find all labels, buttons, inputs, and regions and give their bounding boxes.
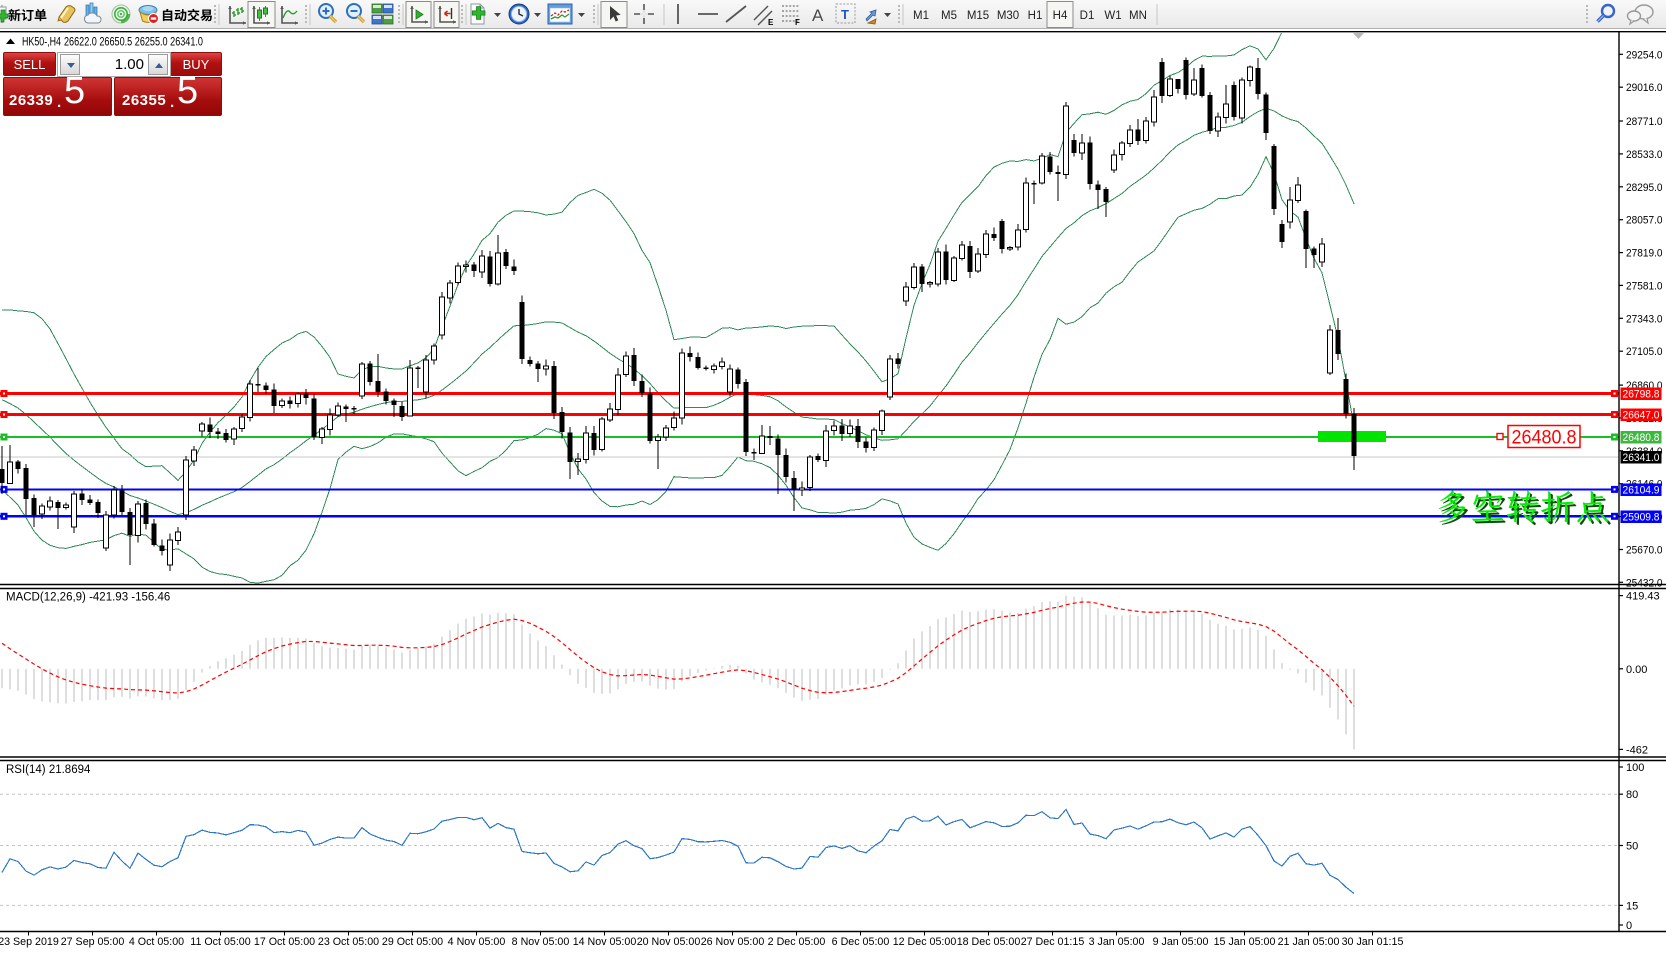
- svg-text:27 Dec 01:15: 27 Dec 01:15: [1021, 936, 1085, 948]
- svg-text:D1: D1: [1080, 10, 1095, 22]
- svg-text:4 Oct 05:00: 4 Oct 05:00: [129, 936, 184, 948]
- svg-text:17 Oct 05:00: 17 Oct 05:00: [254, 936, 315, 948]
- svg-text:25670.0: 25670.0: [1626, 545, 1663, 557]
- svg-text:80: 80: [1626, 789, 1638, 801]
- svg-text:21 Jan 05:00: 21 Jan 05:00: [1278, 936, 1340, 948]
- svg-text:15: 15: [1626, 900, 1638, 912]
- svg-text:M1: M1: [913, 10, 929, 22]
- svg-text:MN: MN: [1129, 10, 1147, 22]
- svg-text:26622.0 26650.5 26255.0 26341.: 26622.0 26650.5 26255.0 26341.0: [64, 37, 203, 49]
- svg-text:26480.8: 26480.8: [1512, 428, 1577, 449]
- svg-text:A: A: [812, 6, 824, 25]
- svg-text:E: E: [768, 18, 774, 27]
- svg-text:8 Nov 05:00: 8 Nov 05:00: [512, 936, 570, 948]
- svg-text:W1: W1: [1104, 10, 1121, 22]
- svg-text:M5: M5: [941, 10, 957, 22]
- svg-text:25432.0: 25432.0: [1626, 577, 1663, 589]
- svg-text:2 Dec 05:00: 2 Dec 05:00: [768, 936, 826, 948]
- svg-text:30 Jan 01:15: 30 Jan 01:15: [1342, 936, 1404, 948]
- svg-text:9 Jan 05:00: 9 Jan 05:00: [1153, 936, 1209, 948]
- svg-text:28057.0: 28057.0: [1626, 215, 1663, 227]
- svg-text:4 Nov 05:00: 4 Nov 05:00: [448, 936, 506, 948]
- svg-text:11 Oct 05:00: 11 Oct 05:00: [190, 936, 250, 948]
- svg-text:0: 0: [1626, 920, 1632, 932]
- svg-text:3 Jan 05:00: 3 Jan 05:00: [1089, 936, 1145, 948]
- svg-text:25909.8: 25909.8: [1623, 511, 1660, 523]
- svg-text:27 Sep 05:00: 27 Sep 05:00: [61, 936, 125, 948]
- svg-text:18 Dec 05:00: 18 Dec 05:00: [957, 936, 1021, 948]
- svg-text:50: 50: [1626, 841, 1638, 853]
- svg-text:27819.0: 27819.0: [1626, 248, 1663, 260]
- svg-text:20 Nov 05:00: 20 Nov 05:00: [637, 936, 701, 948]
- svg-text:15 Jan 05:00: 15 Jan 05:00: [1214, 936, 1276, 948]
- svg-text:27105.0: 27105.0: [1626, 346, 1663, 358]
- svg-text:26341.0: 26341.0: [1623, 452, 1660, 464]
- svg-text:100: 100: [1626, 762, 1644, 774]
- svg-text:28295.0: 28295.0: [1626, 182, 1663, 194]
- svg-text:26480.8: 26480.8: [1623, 432, 1660, 444]
- svg-text:23 Sep 2019: 23 Sep 2019: [0, 936, 59, 948]
- svg-text:28533.0: 28533.0: [1626, 149, 1663, 161]
- svg-text:14 Nov 05:00: 14 Nov 05:00: [573, 936, 637, 948]
- svg-text:29016.0: 29016.0: [1626, 82, 1663, 94]
- svg-text:M15: M15: [967, 10, 989, 22]
- svg-text:26104.9: 26104.9: [1623, 484, 1660, 496]
- svg-text:27343.0: 27343.0: [1626, 313, 1663, 325]
- svg-text:26798.8: 26798.8: [1623, 389, 1660, 401]
- svg-text:26 Nov 05:00: 26 Nov 05:00: [701, 936, 765, 948]
- svg-text:419.43: 419.43: [1626, 591, 1660, 603]
- svg-text:RSI(14) 21.8694: RSI(14) 21.8694: [6, 764, 91, 776]
- svg-text:F: F: [795, 18, 800, 27]
- svg-text:28771.0: 28771.0: [1626, 116, 1663, 128]
- svg-text:0.00: 0.00: [1626, 664, 1647, 676]
- svg-text:H1: H1: [1028, 10, 1043, 22]
- svg-text:MACD(12,26,9) -421.93 -156.46: MACD(12,26,9) -421.93 -156.46: [6, 592, 170, 604]
- svg-text:23 Oct 05:00: 23 Oct 05:00: [318, 936, 379, 948]
- svg-text:T: T: [841, 7, 849, 22]
- svg-text:6 Dec 05:00: 6 Dec 05:00: [832, 936, 890, 948]
- svg-text:-462: -462: [1626, 744, 1648, 756]
- svg-text:M30: M30: [997, 10, 1019, 22]
- svg-text:29254.0: 29254.0: [1626, 49, 1663, 61]
- svg-text:H4: H4: [1053, 10, 1068, 22]
- svg-text:27581.0: 27581.0: [1626, 280, 1663, 292]
- svg-text:26647.0: 26647.0: [1623, 410, 1660, 422]
- svg-text:12 Dec 05:00: 12 Dec 05:00: [893, 936, 957, 948]
- svg-text:HK50-,H4: HK50-,H4: [22, 37, 61, 49]
- svg-text:29 Oct 05:00: 29 Oct 05:00: [382, 936, 443, 948]
